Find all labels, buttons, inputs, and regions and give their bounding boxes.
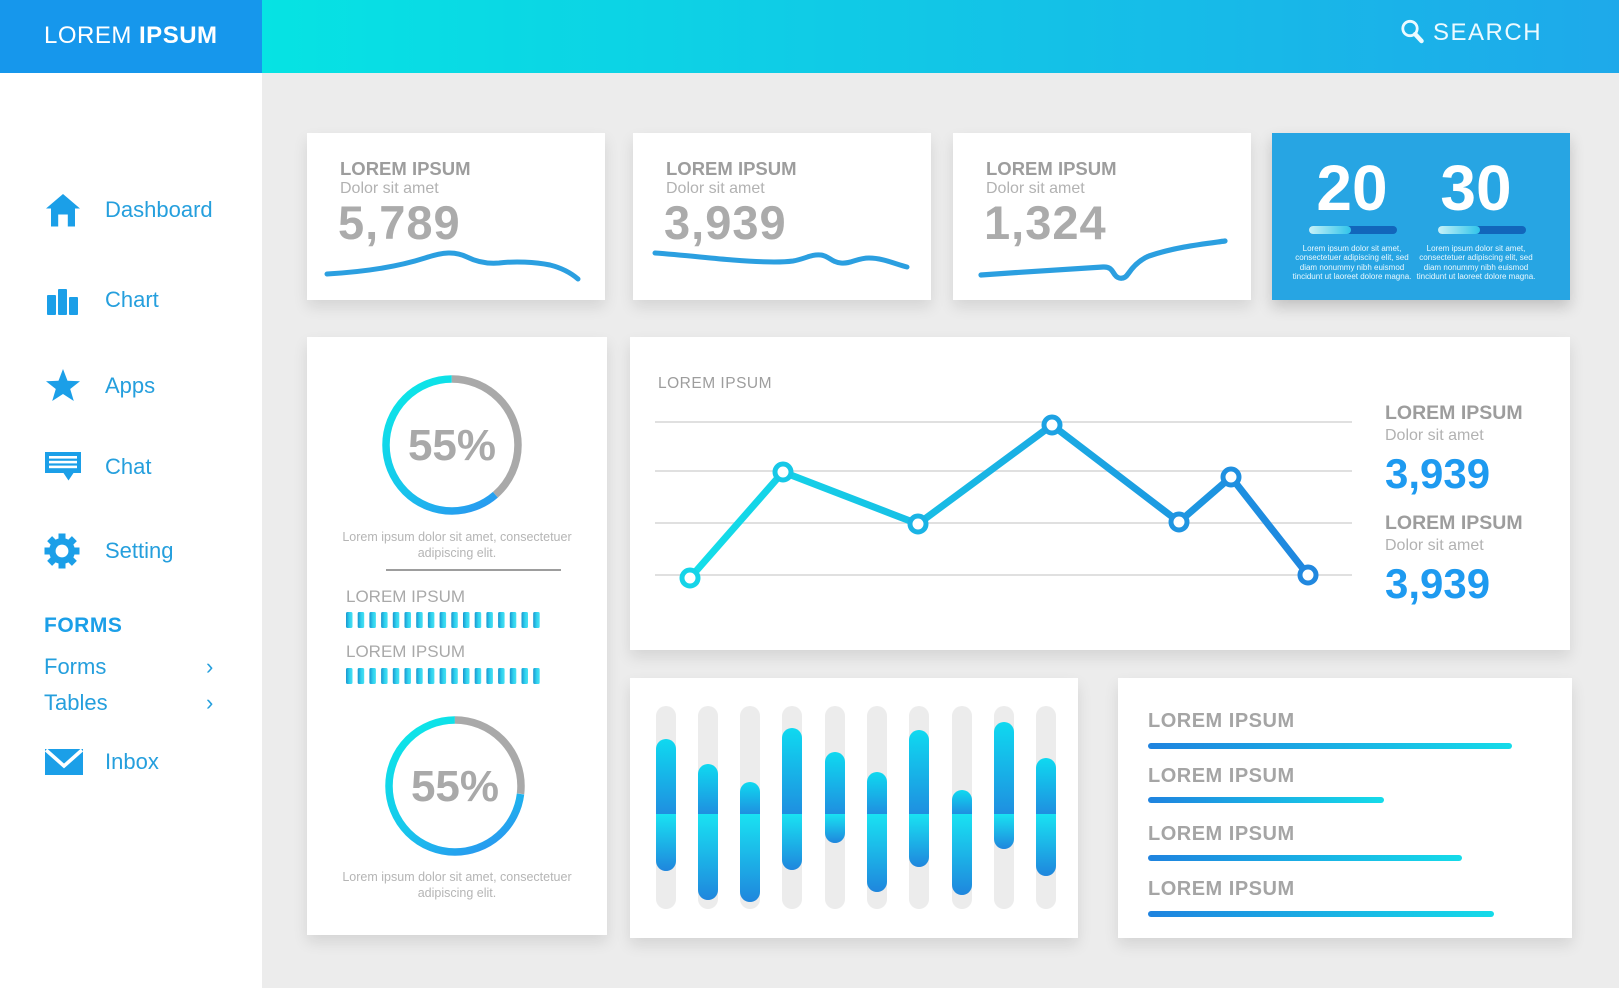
svg-text:55%: 55%	[411, 762, 499, 811]
svg-text:55%: 55%	[408, 421, 496, 470]
